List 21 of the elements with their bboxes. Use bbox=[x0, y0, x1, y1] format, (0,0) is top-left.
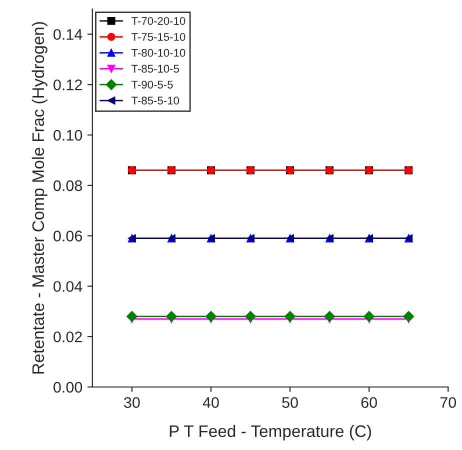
y-tick-label: 0.08 bbox=[54, 180, 82, 192]
x-tick-label: 60 bbox=[361, 397, 377, 408]
y-tick-label: 0.10 bbox=[54, 130, 82, 141]
y-tick-label: 0.12 bbox=[54, 79, 82, 90]
legend-label: T-85-5-10 bbox=[132, 96, 180, 105]
y-tick-label: 0.04 bbox=[54, 281, 82, 292]
legend-label: T-70-20-10 bbox=[132, 17, 186, 25]
x-tick-label: 40 bbox=[202, 397, 219, 408]
legend-label: T-75-15-10 bbox=[132, 32, 186, 41]
y-tick-label: 0.06 bbox=[54, 230, 82, 242]
y-tick-label: 0.00 bbox=[54, 382, 82, 393]
legend-label: T-80-10-10 bbox=[132, 48, 186, 57]
legend-label: T-90-5-5 bbox=[132, 80, 173, 89]
x-tick-label: 70 bbox=[440, 397, 456, 408]
legend-label: T-85-10-5 bbox=[132, 64, 179, 73]
y-tick-label: 0.02 bbox=[54, 331, 82, 342]
x-axis-title: P T Feed - Temperature (C) bbox=[170, 424, 371, 440]
x-tick-label: 50 bbox=[282, 397, 298, 408]
x-tick-label: 30 bbox=[124, 397, 140, 408]
y-axis-title: Retentate - Master Comp Mole Frac (Hydrogen) bbox=[32, 22, 48, 374]
y-tick-label: 0.14 bbox=[54, 29, 82, 40]
